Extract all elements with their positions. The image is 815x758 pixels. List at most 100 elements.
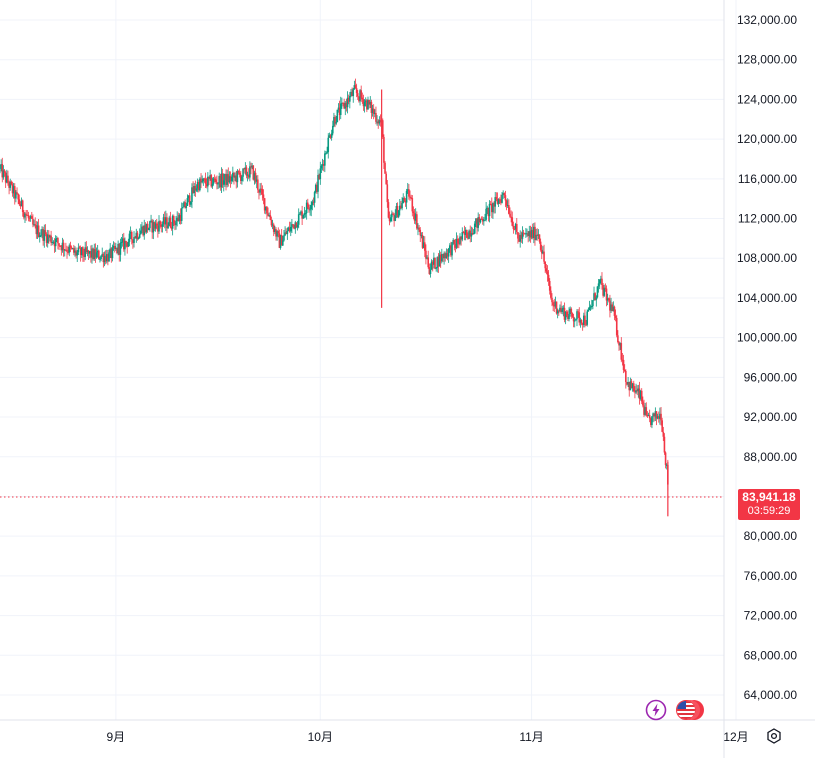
candle-body (428, 267, 431, 274)
candle-body (272, 224, 275, 232)
candle-body (453, 239, 456, 244)
candle-body (126, 242, 129, 247)
candle-body (309, 209, 311, 211)
candle-body (29, 216, 32, 219)
candle-body (517, 232, 519, 239)
candle-body (57, 238, 59, 244)
candle-body (404, 200, 407, 203)
candle-body (619, 343, 621, 346)
candle-body (565, 311, 568, 316)
candle-body (212, 178, 215, 184)
candle-body (593, 293, 595, 301)
candle-body (313, 192, 316, 203)
candle-body (594, 293, 596, 300)
y-tick-label: 124,000.00 (737, 92, 797, 106)
candle-body (144, 225, 147, 232)
candle-body (567, 315, 569, 320)
candle-body (133, 237, 135, 243)
candle-body (222, 180, 225, 185)
candle-body (320, 165, 323, 169)
candle-body (190, 202, 192, 205)
candle-body (331, 125, 334, 134)
candle-body (168, 217, 171, 226)
candle-body (462, 232, 465, 234)
candle-body (225, 173, 227, 185)
candle-body (620, 343, 623, 360)
candle-body (659, 413, 661, 419)
candle-body (201, 181, 203, 183)
candle-body (103, 255, 106, 263)
candle-body (655, 411, 658, 419)
y-tick-label: 80,000.00 (744, 529, 798, 543)
candle-body (640, 390, 643, 402)
candle-body (129, 231, 132, 234)
candle-body (523, 233, 526, 235)
candle-body (627, 382, 629, 385)
candle-body (280, 235, 283, 246)
candle-body (370, 101, 373, 113)
candle-body (35, 225, 38, 235)
candle-body (386, 184, 389, 203)
candle-body (433, 257, 435, 265)
y-tick-label: 68,000.00 (744, 648, 798, 662)
candle-body (381, 120, 384, 137)
candle-body (477, 217, 479, 228)
candle-body (264, 206, 267, 211)
candle-body (20, 200, 23, 207)
candle-body (41, 229, 43, 236)
candle-body (175, 221, 177, 226)
candle-body (645, 407, 648, 415)
candle-body (560, 307, 562, 312)
candle-body (78, 247, 81, 249)
candle-body (384, 162, 386, 174)
candle-body (378, 120, 381, 124)
candle-body (385, 173, 387, 185)
candle-body (227, 174, 230, 183)
candle-body (575, 319, 577, 321)
candle-body (527, 233, 529, 236)
candle-body (538, 234, 541, 242)
candle-body (160, 224, 163, 227)
candle-body (328, 135, 331, 138)
candle-body (491, 203, 493, 213)
candle-body (257, 179, 259, 190)
candle-body (344, 102, 347, 109)
candle-body (169, 217, 172, 228)
candle-body (537, 234, 540, 236)
lightning-icon[interactable] (645, 699, 667, 721)
candle-body (436, 257, 439, 268)
candle-body (94, 249, 97, 258)
candle-body (652, 413, 654, 417)
candle-body (2, 170, 5, 178)
candle-body (643, 405, 645, 415)
candle-body (219, 176, 222, 188)
candle-body (184, 202, 186, 208)
candle-body (68, 245, 71, 253)
candle-body (182, 206, 184, 209)
us-flag-icon[interactable] (674, 698, 706, 722)
candle-body (351, 91, 353, 97)
settings-icon[interactable] (765, 727, 783, 745)
candle-body (622, 359, 625, 370)
candle-body (161, 224, 164, 227)
candle-body (284, 232, 286, 236)
candle-body (268, 215, 270, 217)
candle-body (553, 305, 556, 307)
candle-body (468, 230, 470, 239)
candle-body (441, 254, 443, 262)
candle-body (124, 240, 126, 250)
candle-body (207, 176, 209, 187)
candle-body (186, 198, 189, 206)
y-tick-label: 64,000.00 (744, 688, 798, 702)
y-tick-label: 96,000.00 (744, 370, 798, 384)
candle-body (75, 250, 77, 256)
candle-body (287, 227, 290, 231)
candle-body (65, 249, 67, 251)
candle-body (431, 261, 434, 265)
candle-body (650, 418, 652, 426)
candle-body (91, 248, 93, 258)
candle-body (224, 173, 226, 181)
candle-body (197, 181, 200, 191)
